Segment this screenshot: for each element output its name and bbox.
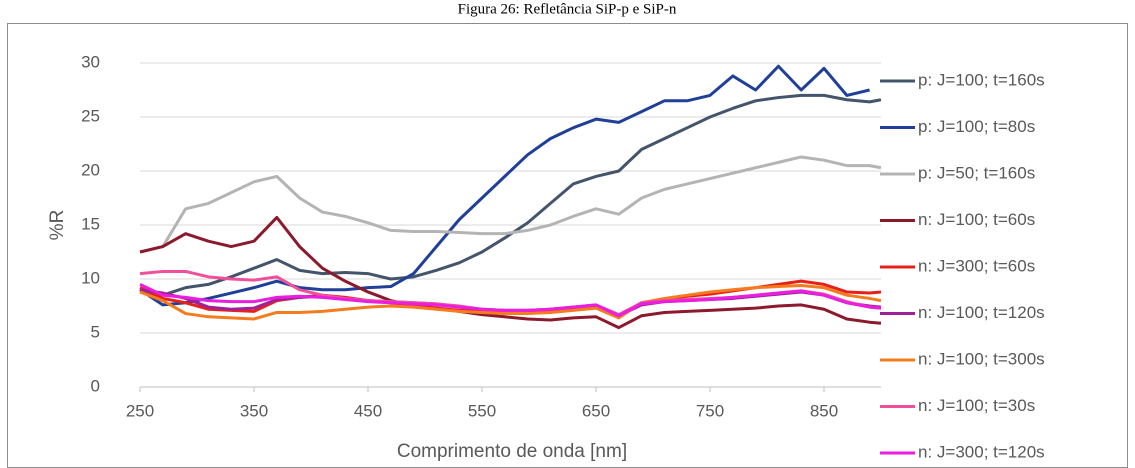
- x-tick-label: 650: [582, 401, 610, 420]
- data-line: [139, 93, 882, 297]
- legend-label: p: J=50; t=160s: [918, 163, 1035, 182]
- data-line: [139, 283, 882, 321]
- x-tick-label: 250: [126, 401, 154, 420]
- legend-label: p: J=100; t=80s: [918, 117, 1035, 136]
- legend-label: n: J=300; t=120s: [918, 442, 1045, 461]
- y-axis-label: %R: [47, 210, 68, 241]
- data-line: [139, 64, 870, 307]
- chart-title: Figura 26: Refletância SiP-p e SiP-n: [458, 1, 677, 17]
- data-line: [139, 283, 882, 318]
- legend-label: p: J=100; t=160s: [918, 70, 1045, 89]
- y-tick-label: 5: [91, 322, 100, 341]
- legend-label: n: J=300; t=60s: [918, 256, 1035, 275]
- x-axis-label: Comprimento de onda [nm]: [397, 441, 627, 462]
- y-tick-label: 0: [91, 376, 100, 395]
- data-line: [139, 155, 882, 254]
- legend-label: n: J=100; t=30s: [918, 396, 1035, 415]
- y-tick-label: 10: [81, 268, 100, 287]
- x-tick-label: 550: [468, 401, 496, 420]
- x-tick-label: 750: [696, 401, 724, 420]
- legend-label: n: J=100; t=60s: [918, 210, 1035, 229]
- x-tick-label: 350: [240, 401, 268, 420]
- x-tick-label: 450: [354, 401, 382, 420]
- legend-label: n: J=100; t=120s: [918, 303, 1045, 322]
- y-tick-label: 15: [81, 214, 100, 233]
- x-tick-label: 850: [810, 401, 838, 420]
- legend-label: n: J=100; t=300s: [918, 349, 1045, 368]
- y-tick-label: 25: [81, 106, 100, 125]
- y-tick-label: 30: [81, 52, 100, 71]
- data-line: [139, 215, 882, 330]
- y-tick-label: 20: [81, 160, 100, 179]
